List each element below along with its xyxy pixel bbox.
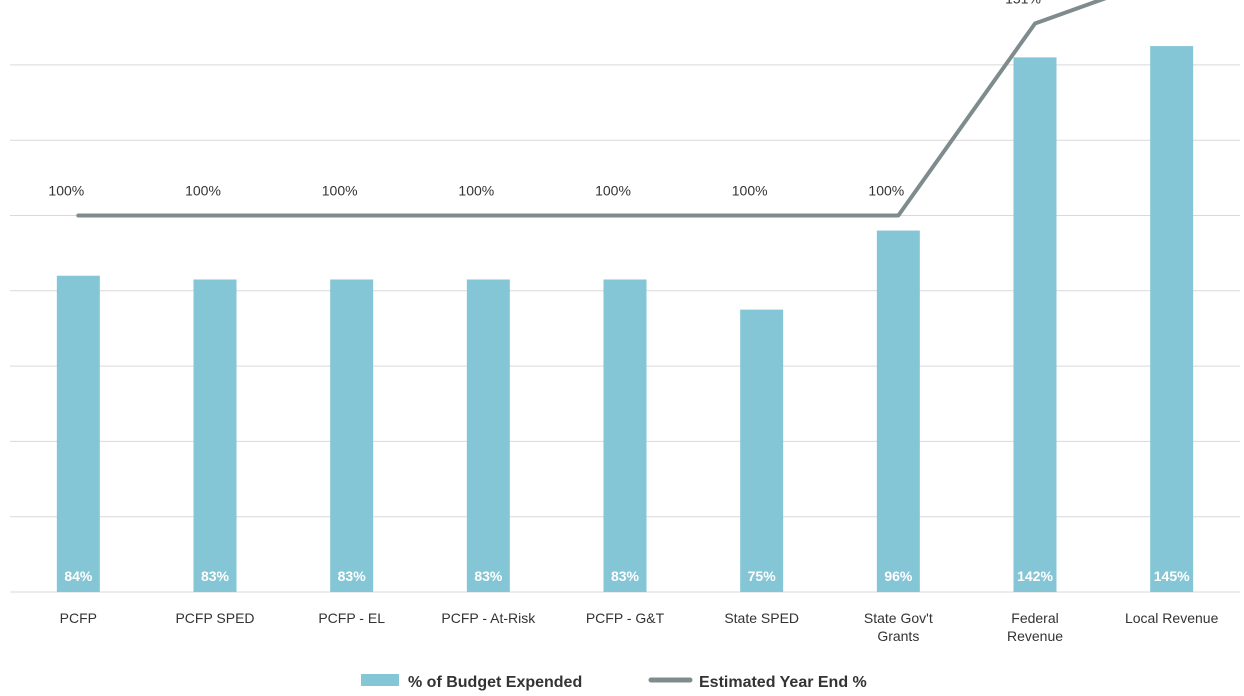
bar-data-label: 145% (1154, 568, 1190, 584)
line-series-path (76, 0, 1107, 218)
line-data-label: 100% (48, 183, 84, 199)
bar (56, 275, 100, 592)
category-label-line: PCFP (60, 610, 97, 626)
category-label: State Gov't Grants (864, 610, 933, 644)
category-label-line: PCFP SPED (175, 610, 254, 626)
category-label-line: Local Revenue (1125, 610, 1219, 626)
bar (330, 279, 374, 592)
bar-data-label: 83% (338, 568, 367, 584)
line-data-label: 100% (458, 183, 494, 199)
bar-data-label: 75% (748, 568, 777, 584)
bar (876, 230, 920, 592)
line-series (76, 0, 1107, 218)
bar-data-label: 142% (1017, 568, 1053, 584)
category-label-line: Revenue (1007, 628, 1063, 644)
bar (1013, 57, 1057, 593)
line-data-label: 100% (732, 183, 768, 199)
category-axis: PCFP PCFP SPED PCFP - EL PCFP - At-Risk PCFP… (60, 610, 1219, 644)
bar (740, 309, 784, 592)
bar (466, 279, 510, 592)
category-label: PCFP - EL (318, 610, 385, 626)
category-label-line: PCFP - At-Risk (441, 610, 536, 626)
bar (193, 279, 237, 592)
line-data-label: 151% (1005, 0, 1041, 6)
line-data-label: 100% (185, 183, 221, 199)
bar-data-label: 83% (611, 568, 640, 584)
line-data-labels: 100%100%100%100%100%100%100%151%164% (48, 0, 1041, 199)
bar-data-label: 83% (474, 568, 503, 584)
bar-data-label: 84% (64, 568, 93, 584)
category-label: PCFP SPED (175, 610, 254, 626)
legend-swatch-bar (361, 674, 399, 686)
category-label: PCFP (60, 610, 97, 626)
bar-series (56, 46, 1194, 593)
line-data-label: 100% (868, 183, 904, 199)
category-label-line: Federal (1011, 610, 1058, 626)
bar (603, 279, 647, 592)
category-label-line: Grants (877, 628, 919, 644)
category-label: PCFP - At-Risk (441, 610, 536, 626)
category-label: Federal Revenue (1007, 610, 1063, 644)
category-label-line: State Gov't (864, 610, 933, 626)
bar-data-label: 96% (884, 568, 913, 584)
legend-label-line: Estimated Year End % (699, 674, 867, 691)
category-label-line: PCFP - G&T (586, 610, 665, 626)
legend-label-bar: % of Budget Expended (408, 674, 582, 691)
category-label: PCFP - G&T (586, 610, 665, 626)
category-label: State SPED (724, 610, 799, 626)
category-label-line: PCFP - EL (318, 610, 385, 626)
bar-data-label: 83% (201, 568, 230, 584)
line-data-label: 100% (595, 183, 631, 199)
category-label: Local Revenue (1125, 610, 1219, 626)
legend: % of Budget Expended Estimated Year End … (361, 674, 867, 691)
category-label-line: State SPED (724, 610, 799, 626)
line-data-label: 100% (322, 183, 358, 199)
bar-data-labels: 84% 83% 83% 83% 83% 75% 96% 142% 145% (64, 568, 1190, 584)
bar (1150, 46, 1194, 592)
